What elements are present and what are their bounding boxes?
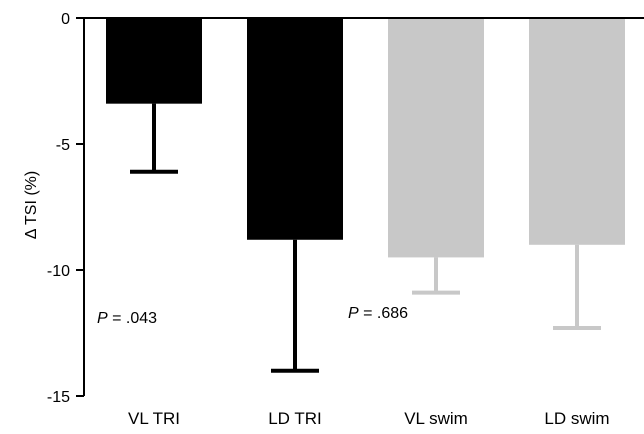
bar xyxy=(106,18,202,104)
y-axis-label: Δ TSI (%) xyxy=(23,171,40,239)
category-label: VL swim xyxy=(404,409,468,428)
y-tick-label: -5 xyxy=(56,137,70,154)
y-axis-ticks: 0 -5 -10 -15 xyxy=(47,11,84,406)
category-label: LD swim xyxy=(544,409,609,428)
p-symbol: P xyxy=(348,305,359,322)
bar xyxy=(529,18,625,245)
p-value-text: = .686 xyxy=(359,305,408,322)
bars xyxy=(106,18,625,258)
p-value-text: = .043 xyxy=(108,310,157,327)
p-value-annotation-swim: P = .686 xyxy=(348,305,408,322)
category-label: VL TRI xyxy=(128,409,180,428)
y-tick-label: -10 xyxy=(47,263,70,280)
y-tick-label: 0 xyxy=(61,11,70,28)
bar xyxy=(247,18,343,240)
y-tick-label: -15 xyxy=(47,389,70,406)
category-label: LD TRI xyxy=(268,409,322,428)
p-symbol: P xyxy=(97,310,108,327)
p-value-annotation-tri: P = .043 xyxy=(97,310,157,327)
bar xyxy=(388,18,484,258)
error-bars xyxy=(130,103,601,373)
category-labels: VL TRI LD TRI VL swim LD swim xyxy=(128,409,610,428)
